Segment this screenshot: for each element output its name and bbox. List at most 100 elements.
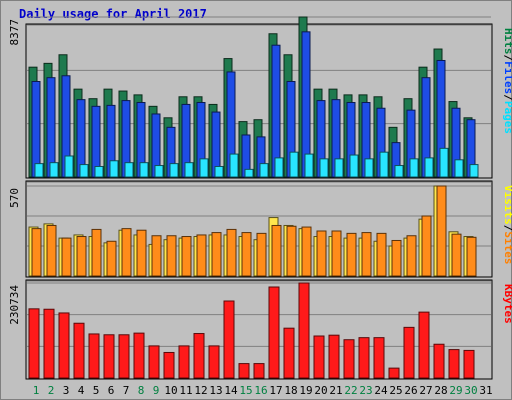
- day-label-11: 11: [179, 384, 192, 397]
- day-label-19: 19: [299, 384, 312, 397]
- bar-hits-pages-day-21: [334, 158, 344, 178]
- bar-visits-sites-day-25: [391, 239, 402, 277]
- bar-visits-sites-day-3: [61, 237, 72, 277]
- bar-visits-sites-day-12: [196, 234, 207, 277]
- legend-entry: KBytes: [502, 284, 512, 324]
- bar-kbytes-kbytes-day-2: [43, 308, 55, 379]
- day-label-9: 9: [153, 384, 160, 397]
- bar-hits-pages-day-23: [364, 158, 374, 178]
- bar-kbytes-kbytes-day-20: [313, 335, 325, 379]
- day-label-1: 1: [33, 384, 40, 397]
- panel-kbytes-legend: KBytes: [502, 284, 512, 324]
- bar-kbytes-kbytes-day-26: [403, 326, 415, 379]
- bar-hits-files-day-1: [31, 81, 41, 178]
- bar-hits-pages-day-11: [184, 162, 194, 178]
- bar-kbytes-kbytes-day-25: [388, 367, 400, 379]
- bar-visits-sites-day-28: [436, 185, 447, 277]
- day-label-16: 16: [254, 384, 267, 397]
- bar-visits-sites-day-23: [361, 232, 372, 277]
- bar-visits-sites-day-20: [316, 230, 327, 277]
- bar-kbytes-kbytes-day-17: [268, 286, 280, 379]
- day-label-26: 26: [404, 384, 417, 397]
- bar-visits-sites-day-17: [271, 224, 282, 277]
- bar-hits-pages-day-9: [154, 165, 164, 178]
- bar-kbytes-kbytes-day-23: [358, 337, 370, 379]
- bar-visits-sites-day-9: [151, 235, 162, 277]
- day-label-14: 14: [224, 384, 238, 397]
- bar-visits-sites-day-26: [406, 235, 417, 277]
- day-label-10: 10: [164, 384, 177, 397]
- bar-hits-pages-day-10: [169, 163, 179, 178]
- day-label-7: 7: [123, 384, 130, 397]
- bar-visits-sites-day-18: [286, 225, 297, 277]
- day-label-18: 18: [284, 384, 297, 397]
- bar-hits-pages-day-6: [109, 160, 119, 178]
- bar-kbytes-kbytes-day-15: [238, 363, 250, 379]
- day-label-8: 8: [138, 384, 145, 397]
- bar-kbytes-kbytes-day-9: [148, 345, 160, 379]
- bar-visits-sites-day-8: [136, 229, 147, 277]
- bar-hits-pages-day-24: [379, 151, 389, 178]
- bar-visits-sites-day-19: [301, 226, 312, 277]
- bar-visits-sites-day-21: [331, 230, 342, 277]
- bar-visits-sites-day-30: [466, 236, 477, 277]
- day-label-21: 21: [329, 384, 342, 397]
- bar-kbytes-kbytes-day-16: [253, 363, 265, 379]
- day-label-20: 20: [314, 384, 327, 397]
- legend-entry: /: [502, 55, 512, 62]
- day-label-5: 5: [93, 384, 100, 397]
- panel-hits-ymax-label: 8377: [8, 19, 21, 46]
- bar-kbytes-kbytes-day-1: [28, 308, 40, 379]
- bar-hits-pages-day-4: [79, 164, 89, 178]
- panel-kbytes-ymax-label: 230734: [8, 285, 21, 325]
- day-label-13: 13: [209, 384, 222, 397]
- bar-kbytes-kbytes-day-27: [418, 311, 430, 379]
- bar-hits-pages-day-2: [49, 162, 59, 178]
- day-label-31: 31: [479, 384, 492, 397]
- bar-visits-sites-day-2: [46, 224, 57, 277]
- bar-hits-pages-day-7: [124, 162, 134, 178]
- bar-visits-sites-day-22: [346, 232, 357, 277]
- panel-visits-ymax-label: 570: [8, 188, 21, 208]
- bar-hits-files-day-17: [271, 44, 281, 178]
- legend-entry: Pages: [502, 101, 512, 134]
- bar-kbytes-kbytes-day-13: [208, 345, 220, 379]
- bar-kbytes-kbytes-day-22: [343, 339, 355, 379]
- day-label-12: 12: [194, 384, 207, 397]
- day-label-29: 29: [449, 384, 462, 397]
- bar-kbytes-kbytes-day-4: [73, 322, 85, 379]
- bar-visits-sites-day-1: [31, 228, 42, 277]
- bar-visits-sites-day-14: [226, 228, 237, 277]
- legend-entry: Files: [502, 61, 512, 94]
- day-label-30: 30: [464, 384, 477, 397]
- bar-hits-pages-day-16: [259, 163, 269, 178]
- bar-kbytes-kbytes-day-14: [223, 300, 235, 379]
- day-label-27: 27: [419, 384, 432, 397]
- bar-visits-sites-day-10: [166, 235, 177, 277]
- bar-visits-sites-day-6: [106, 240, 117, 277]
- bar-kbytes-kbytes-day-18: [283, 327, 295, 379]
- bar-hits-pages-day-29: [454, 159, 464, 178]
- bar-hits-pages-day-17: [274, 157, 284, 178]
- bar-visits-sites-day-5: [91, 228, 102, 277]
- bar-hits-pages-day-26: [409, 158, 419, 178]
- bar-hits-pages-day-14: [229, 153, 239, 178]
- day-label-15: 15: [239, 384, 252, 397]
- bar-hits-files-day-2: [46, 77, 56, 178]
- bar-hits-pages-day-27: [424, 157, 434, 178]
- day-label-24: 24: [374, 384, 388, 397]
- day-label-23: 23: [359, 384, 372, 397]
- bar-hits-pages-day-5: [94, 165, 104, 178]
- bar-kbytes-kbytes-day-6: [103, 334, 115, 379]
- bar-hits-pages-day-19: [304, 153, 314, 178]
- bar-kbytes-kbytes-day-30: [463, 349, 475, 379]
- legend-entry: /: [502, 225, 512, 232]
- day-label-4: 4: [78, 384, 85, 397]
- bar-hits-pages-day-8: [139, 162, 149, 178]
- legend-entry: Visits: [502, 185, 512, 225]
- bar-hits-pages-day-25: [394, 165, 404, 178]
- bar-visits-sites-day-16: [256, 232, 267, 277]
- bar-kbytes-kbytes-day-19: [298, 282, 310, 379]
- bar-hits-pages-day-1: [34, 163, 44, 178]
